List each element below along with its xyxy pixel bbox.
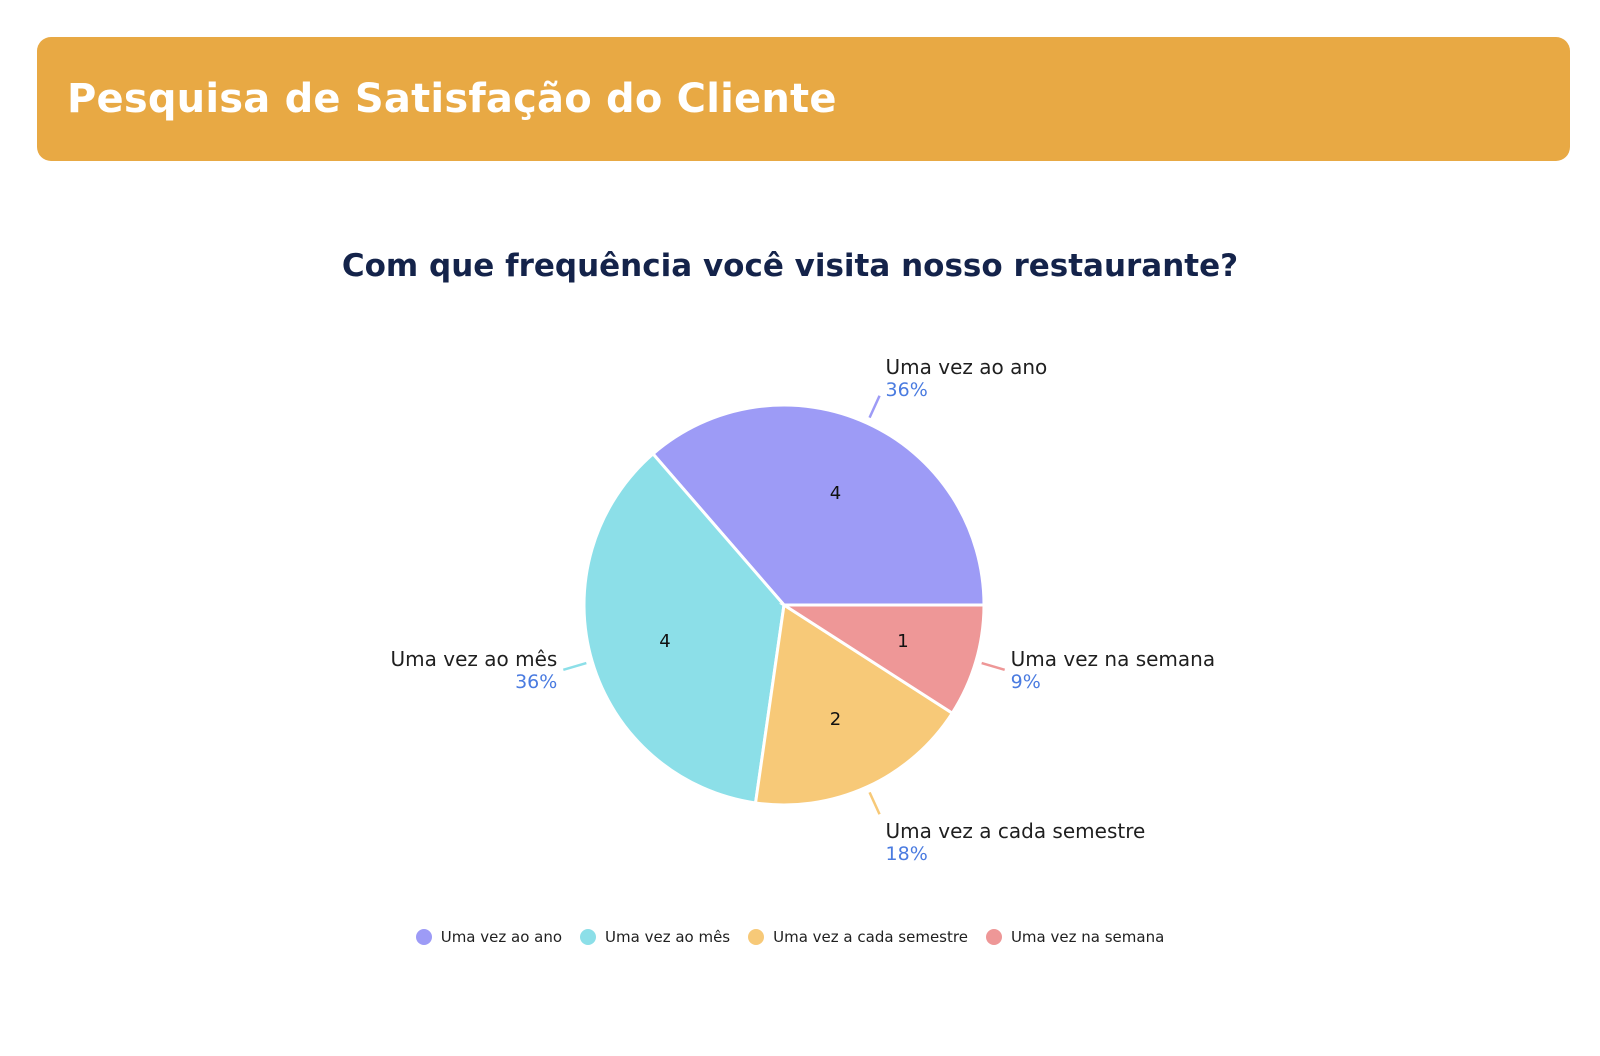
- page-title: Pesquisa de Satisfação do Cliente: [67, 76, 837, 122]
- legend-dot-mes: [580, 929, 597, 945]
- slice-label-semana: Uma vez na semana: [1011, 647, 1215, 671]
- pie-slice-semestre[interactable]: [753, 602, 955, 807]
- leader-line-mes: [562, 661, 587, 671]
- legend-item-semestre[interactable]: Uma vez a cada semestre: [748, 928, 968, 946]
- leader-line-semana: [981, 661, 1006, 671]
- slice-value-mes: 4: [659, 631, 670, 652]
- slice-label-mes: Uma vez ao mês: [391, 647, 558, 671]
- slice-percent-ano: 36%: [886, 379, 928, 401]
- legend-label-ano: Uma vez ao ano: [440, 928, 563, 946]
- legend-dot-ano: [415, 929, 432, 945]
- pie-slice-mes[interactable]: [582, 451, 786, 805]
- leader-line-ano: [868, 395, 881, 419]
- legend-dot-semestre: [748, 929, 765, 945]
- slice-value-ano: 4: [830, 483, 841, 504]
- legend-item-mes[interactable]: Uma vez ao mês: [580, 928, 730, 946]
- chart-title: Com que frequência você visita nosso res…: [341, 248, 1239, 284]
- slice-value-semana: 1: [897, 631, 908, 652]
- survey-header: Pesquisa de Satisfação do Cliente: [37, 37, 1570, 161]
- slice-percent-mes: 36%: [515, 671, 557, 693]
- legend-item-ano[interactable]: Uma vez ao ano: [415, 928, 563, 946]
- pie-slice-semana[interactable]: [778, 603, 986, 716]
- slice-label-ano: Uma vez ao ano: [886, 355, 1048, 379]
- chart-legend: Uma vez ao ano Uma vez ao mês Uma vez a …: [0, 928, 1580, 946]
- leader-line-semestre: [868, 791, 881, 815]
- slice-percent-semana: 9%: [1011, 671, 1041, 693]
- slice-percent-semestre: 18%: [886, 843, 928, 865]
- legend-label-mes: Uma vez ao mês: [605, 928, 731, 946]
- legend-item-semana[interactable]: Uma vez na semana: [985, 928, 1165, 946]
- pie-slice-ano[interactable]: [650, 403, 986, 607]
- slice-label-semestre: Uma vez a cada semestre: [886, 819, 1146, 843]
- legend-dot-semana: [985, 929, 1002, 945]
- legend-label-semana: Uma vez na semana: [1010, 928, 1165, 946]
- slice-value-semestre: 2: [830, 709, 841, 730]
- legend-label-semestre: Uma vez a cada semestre: [773, 928, 968, 946]
